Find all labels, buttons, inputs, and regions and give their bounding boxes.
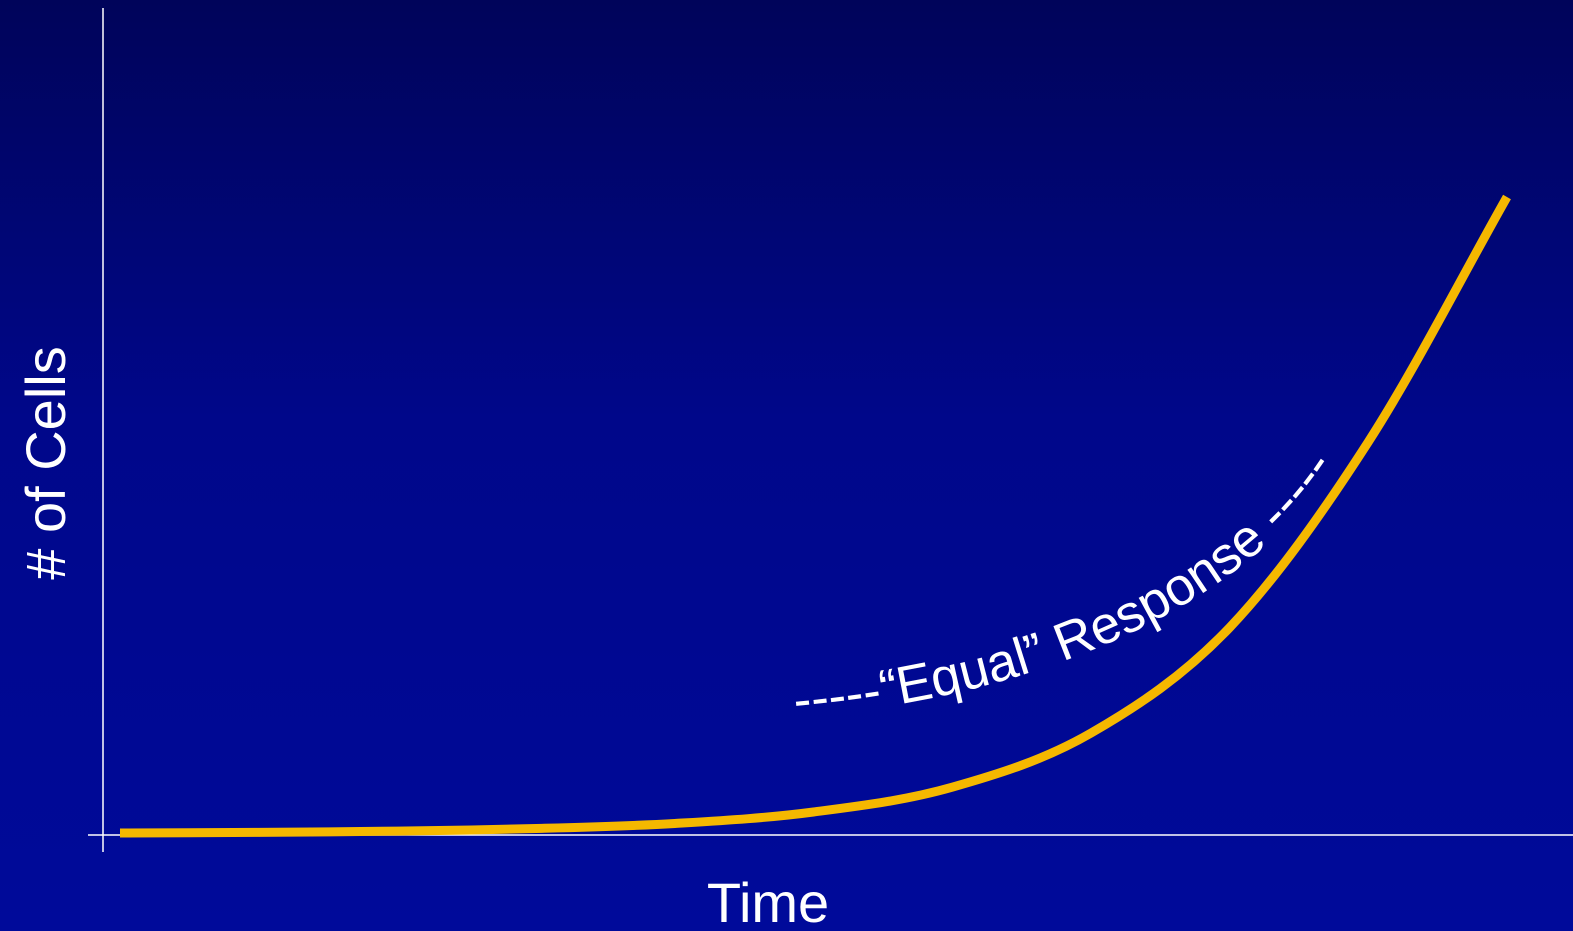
- x-axis-label: Time: [707, 871, 829, 931]
- y-axis-label: # of Cells: [14, 346, 77, 579]
- series-line: [119, 194, 1511, 838]
